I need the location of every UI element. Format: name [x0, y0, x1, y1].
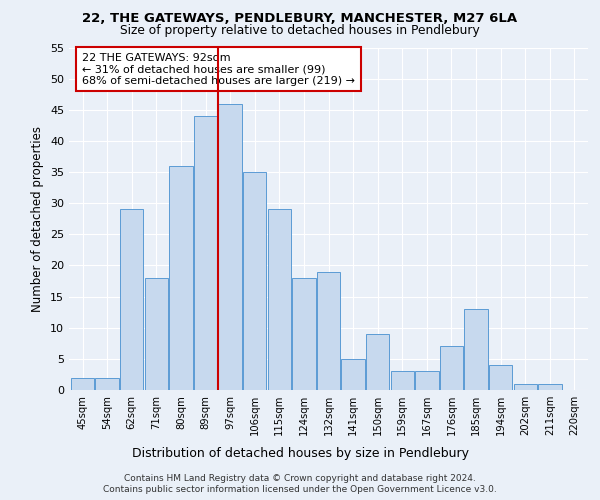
Bar	[415, 372, 439, 390]
Text: Contains public sector information licensed under the Open Government Licence v3: Contains public sector information licen…	[103, 485, 497, 494]
Bar	[366, 334, 389, 390]
Bar	[194, 116, 217, 390]
Bar	[391, 372, 414, 390]
Bar	[538, 384, 562, 390]
Y-axis label: Number of detached properties: Number of detached properties	[31, 126, 44, 312]
Bar	[317, 272, 340, 390]
Text: Size of property relative to detached houses in Pendlebury: Size of property relative to detached ho…	[120, 24, 480, 37]
Bar	[440, 346, 463, 390]
Text: 22, THE GATEWAYS, PENDLEBURY, MANCHESTER, M27 6LA: 22, THE GATEWAYS, PENDLEBURY, MANCHESTER…	[82, 12, 518, 25]
Bar	[120, 210, 143, 390]
Bar	[464, 309, 488, 390]
Bar	[514, 384, 537, 390]
Bar	[292, 278, 316, 390]
Bar	[169, 166, 193, 390]
Bar	[268, 210, 291, 390]
Bar	[489, 365, 512, 390]
Text: Distribution of detached houses by size in Pendlebury: Distribution of detached houses by size …	[131, 448, 469, 460]
Text: Contains HM Land Registry data © Crown copyright and database right 2024.: Contains HM Land Registry data © Crown c…	[124, 474, 476, 483]
Bar	[145, 278, 168, 390]
Bar	[218, 104, 242, 390]
Bar	[243, 172, 266, 390]
Bar	[341, 359, 365, 390]
Bar	[95, 378, 119, 390]
Bar	[71, 378, 94, 390]
Text: 22 THE GATEWAYS: 92sqm
← 31% of detached houses are smaller (99)
68% of semi-det: 22 THE GATEWAYS: 92sqm ← 31% of detached…	[82, 52, 355, 86]
